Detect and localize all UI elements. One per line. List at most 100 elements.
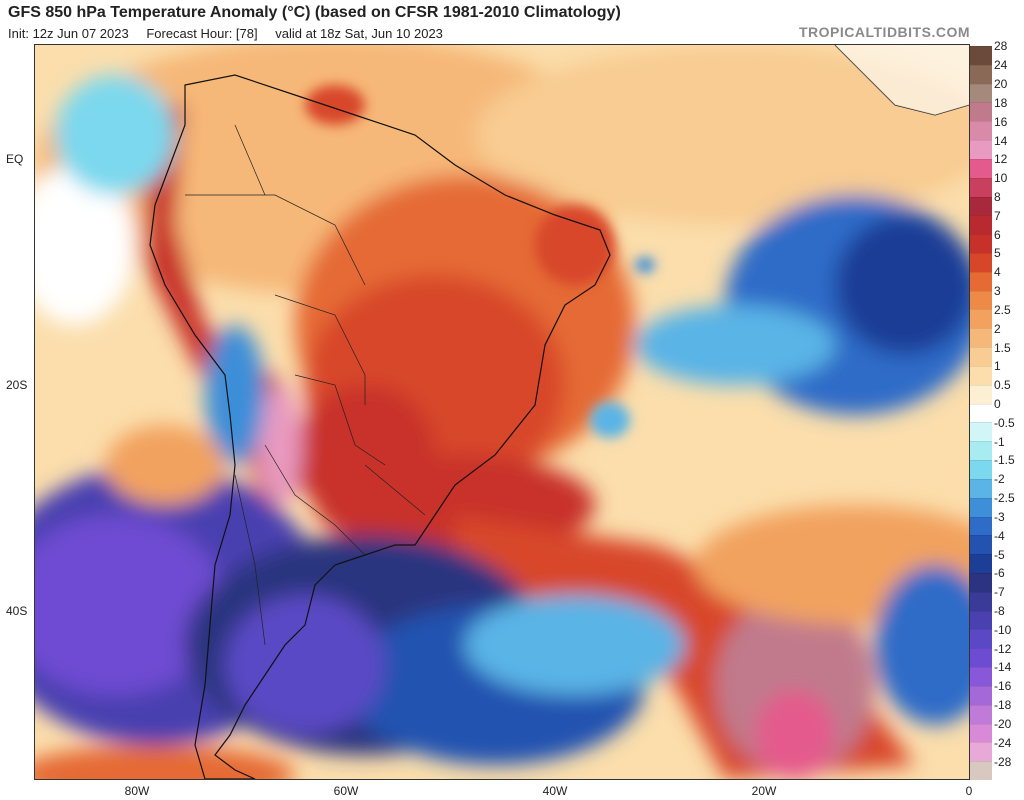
legend-label: 10 [994, 171, 1008, 186]
legend-level: 28 [970, 40, 1022, 65]
legend-label: -20 [994, 716, 1012, 731]
anomaly-map-svg [35, 45, 969, 779]
legend-label: -3 [994, 509, 1005, 524]
anomaly-map [34, 44, 970, 780]
lon-label-60w: 60W [333, 784, 359, 798]
legend-swatch [970, 309, 992, 329]
legend-swatch [970, 290, 992, 310]
legend-label: 2.5 [994, 302, 1011, 317]
legend-level: -0.5 [970, 417, 1022, 442]
legend-label: 0.5 [994, 378, 1011, 393]
legend-swatch [970, 347, 992, 366]
legend-label: -7 [994, 585, 1005, 600]
legend-label: -18 [994, 698, 1012, 713]
legend-level: -24 [970, 737, 1022, 762]
legend-level: 0 [970, 398, 1022, 423]
legend-level: 1.5 [970, 342, 1022, 366]
legend-swatch [970, 723, 992, 743]
legend-swatch [970, 83, 992, 103]
legend-label: -12 [994, 641, 1012, 656]
legend-level: -14 [970, 661, 1022, 686]
legend-swatch [970, 384, 992, 404]
legend-label: 6 [994, 227, 1001, 242]
lon-label-40w: 40W [542, 784, 568, 798]
site-watermark[interactable]: TROPICALTIDBITS.COM [798, 24, 970, 40]
legend-swatch [970, 158, 992, 178]
legend-swatch [970, 234, 992, 254]
legend-label: -10 [994, 622, 1012, 637]
legend-level: -20 [970, 718, 1022, 743]
legend-level: -10 [970, 624, 1022, 649]
legend-level: -1 [970, 436, 1022, 461]
forecast-hour: Forecast Hour: [78] [146, 26, 258, 41]
legend-level: -18 [970, 699, 1022, 724]
legend-label: 12 [994, 152, 1008, 167]
legend-swatch [970, 196, 992, 216]
anomaly-shading [35, 45, 969, 779]
legend-level: 7 [970, 210, 1022, 235]
legend-swatch [970, 535, 992, 555]
legend-label: -6 [994, 566, 1005, 581]
legend-level: -5 [970, 549, 1022, 573]
map-title: GFS 850 hPa Temperature Anomaly (°C) (ba… [8, 4, 621, 21]
legend-label: 1.5 [994, 340, 1011, 355]
legend-level: 6 [970, 229, 1022, 254]
lat-label-eq: EQ [6, 152, 24, 166]
legend-label: 24 [994, 58, 1008, 73]
legend-label: 20 [994, 77, 1008, 92]
legend-label: 28 [994, 39, 1008, 54]
legend-level: -12 [970, 643, 1022, 668]
legend-label: 4 [994, 265, 1001, 280]
legend-level: -7 [970, 586, 1022, 611]
legend-level: 8 [970, 191, 1022, 216]
legend-label: -5 [994, 547, 1005, 562]
legend-label: 8 [994, 189, 1001, 204]
legend-level: 5 [970, 247, 1022, 272]
legend-swatch [970, 271, 992, 291]
legend-swatch [970, 403, 992, 423]
legend-swatch [970, 441, 992, 461]
legend-label: 7 [994, 208, 1001, 223]
legend-level: 14 [970, 135, 1022, 159]
legend-swatch [970, 572, 992, 592]
legend-swatch [970, 478, 992, 498]
legend-level: -3 [970, 511, 1022, 536]
legend-swatch [970, 422, 992, 442]
legend-label: 16 [994, 114, 1008, 129]
legend-swatch [970, 591, 992, 611]
legend-level: 4 [970, 266, 1022, 291]
legend-level: -1.5 [970, 454, 1022, 479]
legend-level: 12 [970, 153, 1022, 178]
legend-label: 2 [994, 321, 1001, 336]
legend-swatch [970, 121, 992, 141]
legend-label: 1 [994, 359, 1001, 374]
legend-label: -2 [994, 472, 1005, 487]
legend-swatch [970, 460, 992, 479]
legend-swatch [970, 704, 992, 724]
legend-level: 3 [970, 285, 1022, 310]
legend-level: 10 [970, 172, 1022, 197]
legend-swatch [970, 648, 992, 668]
legend-label: -28 [994, 754, 1012, 769]
legend-label: -16 [994, 679, 1012, 694]
lat-label-40s: 40S [6, 604, 28, 618]
legend-label: 18 [994, 95, 1008, 110]
legend-level: 16 [970, 116, 1022, 141]
legend-level: 20 [970, 78, 1022, 103]
legend-label: 0 [994, 396, 1001, 411]
lon-label-80w: 80W [124, 784, 150, 798]
legend-swatch [970, 215, 992, 235]
legend-swatch [970, 64, 992, 84]
lat-label-20s: 20S [6, 378, 28, 392]
legend-swatch [970, 610, 992, 630]
legend-label: 14 [994, 133, 1008, 148]
legend-label: -1.5 [994, 453, 1015, 468]
legend-level: 0.5 [970, 379, 1022, 404]
legend-swatch [970, 629, 992, 649]
anomaly-detail [305, 85, 655, 438]
color-legend: 28 24 20 18 16 14 12 10 8 7 6 5 4 3 2.5 2 1.5 1 0.5 0 -0.5 -1… [970, 40, 1022, 780]
legend-label: -4 [994, 528, 1005, 543]
legend-label: 3 [994, 284, 1001, 299]
legend-swatch [970, 46, 992, 65]
legend-swatch [970, 761, 992, 780]
